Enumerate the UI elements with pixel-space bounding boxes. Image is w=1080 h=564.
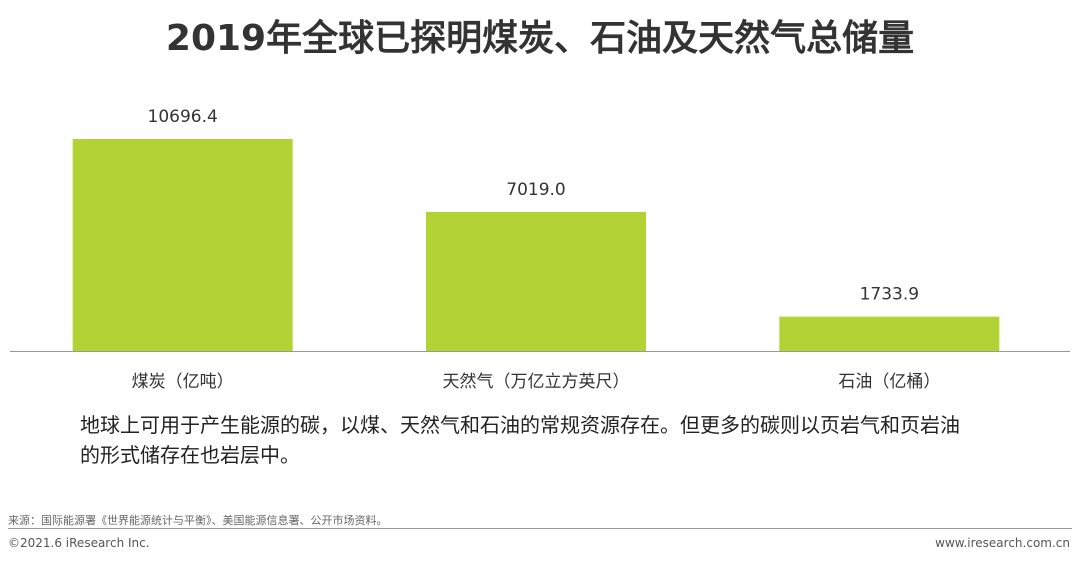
bar (72, 139, 293, 351)
value-label: 1733.9 (860, 285, 919, 305)
website: www.iresearch.com.cn (935, 536, 1070, 550)
chart-title: 2019年全球已探明煤炭、石油及天然气总储量 (166, 17, 914, 59)
x-tick-label: 煤炭（亿吨） (132, 372, 234, 392)
bar (779, 316, 1000, 351)
source: 来源：国际能源署《世界能源统计与平衡》、美国能源信息署、公开市场资料。 (8, 514, 388, 527)
value-label: 10696.4 (148, 107, 218, 127)
value-label: 7019.0 (506, 180, 565, 200)
bar (426, 211, 646, 351)
note: 地球上可用于产生能源的碳，以煤、天然气和石油的常规资源存在。但更多的碳则以页岩气… (80, 413, 960, 467)
copyright: ©2021.6 iResearch Inc. (8, 536, 150, 550)
x-tick-label: 天然气（万亿立方英尺） (443, 372, 630, 392)
x-tick-label: 石油（亿桶） (838, 372, 940, 392)
